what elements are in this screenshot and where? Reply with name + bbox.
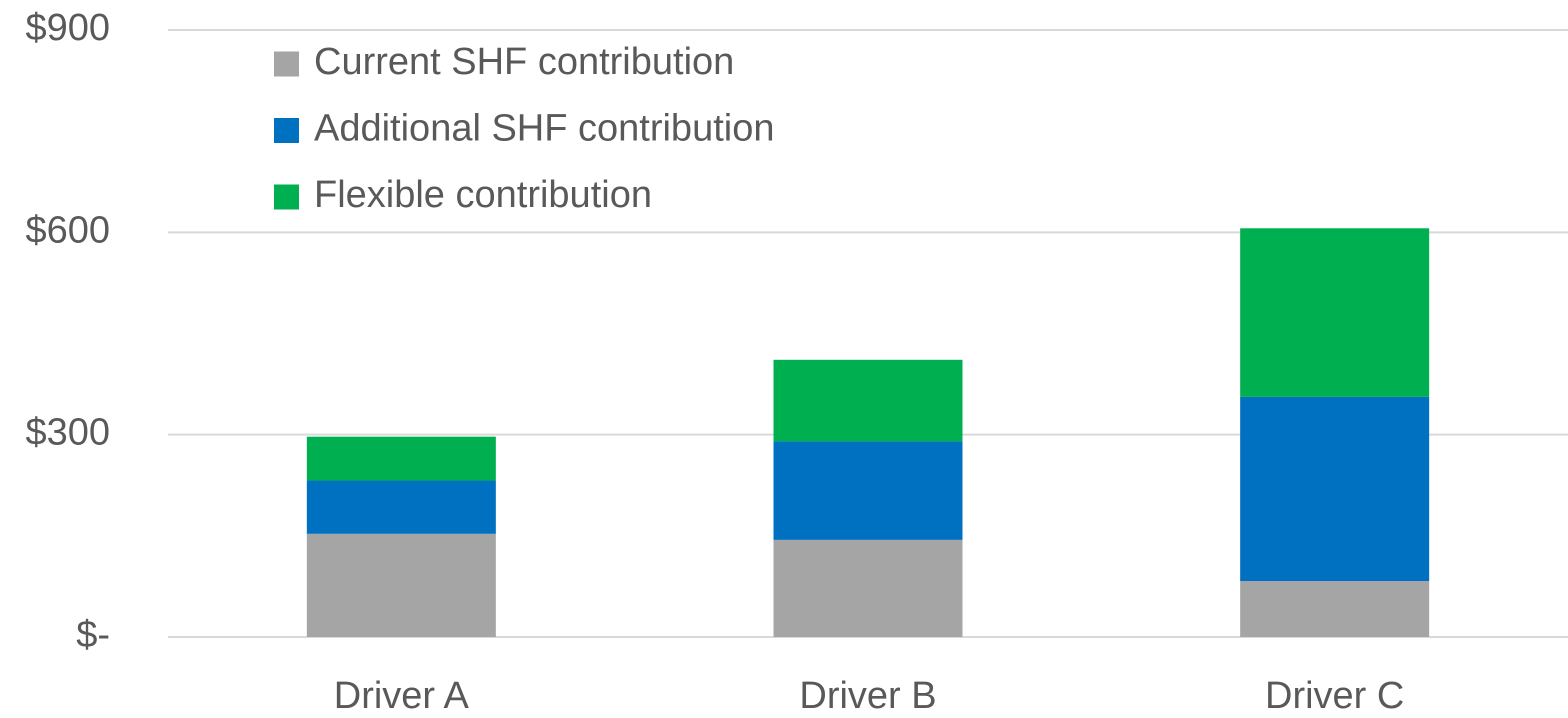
bar-segment [773, 539, 963, 637]
legend-label: Additional SHF contribution [314, 108, 774, 150]
bar-segment [306, 436, 496, 481]
x-tick-label: Driver A [334, 675, 470, 717]
bar-segment [306, 480, 496, 534]
bar-segment [1240, 228, 1430, 397]
bar-segment [773, 441, 963, 540]
y-tick-label: $900 [25, 7, 110, 49]
y-tick-label: $- [76, 614, 110, 656]
bar-segment [1240, 396, 1430, 582]
legend-label: Current SHF contribution [314, 41, 734, 83]
legend-swatch [274, 118, 299, 143]
bar-segment [306, 533, 496, 637]
x-tick-label: Driver B [799, 675, 936, 717]
y-tick-label: $600 [25, 209, 110, 251]
bar-segment [773, 359, 963, 442]
bar-segment [1240, 581, 1430, 637]
y-tick-label: $300 [25, 412, 110, 454]
x-tick-label: Driver C [1265, 675, 1404, 717]
legend-label: Flexible contribution [314, 174, 652, 216]
legend-swatch [274, 51, 299, 77]
legend-swatch [274, 184, 299, 210]
